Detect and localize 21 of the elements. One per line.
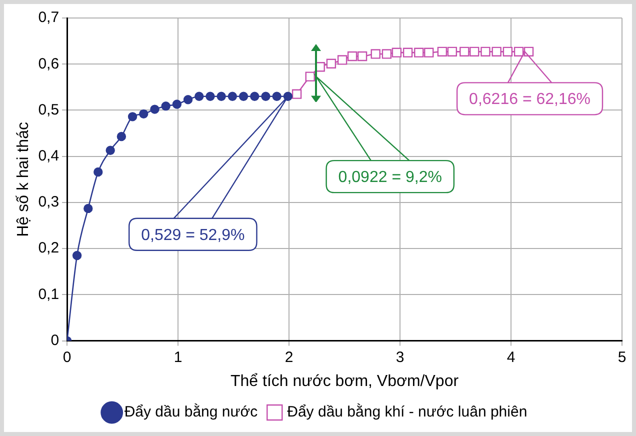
x-axis-title: Thể tích nước bơm, Vbơm/Vpor [230,372,460,390]
x-tick-label: 1 [174,348,182,366]
y-tick-label: 0,4 [38,147,60,164]
x-tick-label: 4 [506,348,516,366]
x-tick-label: 0 [62,348,72,366]
legend-label: Đẩy dầu bằng nước [124,402,258,421]
annotation: 0,0922 = 9,2% [338,168,442,186]
y-tick-label: 0 [50,332,60,349]
annotation: 0,529 = 52,9% [141,226,245,244]
x-tick-label: 2 [284,348,294,366]
y-tick-label: 0,5 [38,101,60,118]
y-tick-label: 0,6 [38,55,60,72]
y-tick-label: 0,2 [38,240,60,257]
y-tick-label: 0,1 [38,286,60,303]
x-tick-label: 3 [396,348,404,366]
annotation: 0,6216 = 62,16% [469,91,590,108]
y-axis-title: Hệ số k hai thác [15,122,32,237]
legend-label: Đẩy dầu bằng khí - nước luân phiên [287,402,528,421]
x-tick-label: 5 [618,348,626,366]
y-tick-label: 0,7 [38,9,60,26]
y-tick-label: 0,3 [38,194,60,211]
